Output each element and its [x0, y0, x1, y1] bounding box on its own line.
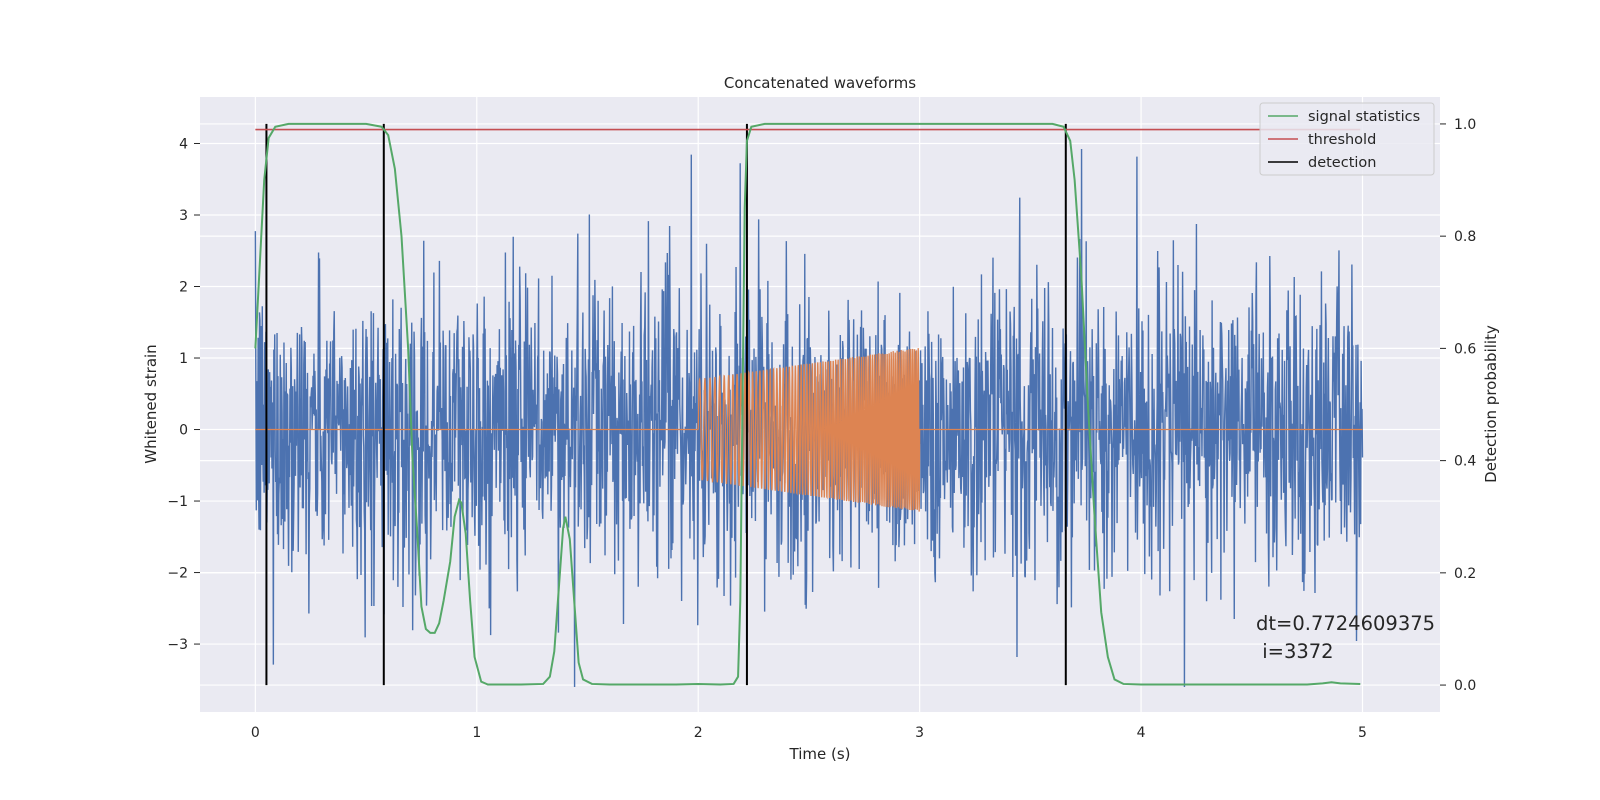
- y-axis-label: Whitened strain: [142, 344, 160, 463]
- x-tick-label: 3: [915, 725, 924, 741]
- y-tick-label: 3: [179, 208, 188, 224]
- x-tick-label: 0: [251, 725, 260, 741]
- y2-tick-label: 1.0: [1454, 117, 1476, 133]
- signal-statistics-line: [254, 122, 1361, 686]
- y2-tick-label: 0.8: [1454, 229, 1476, 245]
- y2-axis-label: Detection probability: [1482, 325, 1500, 483]
- x-tick-label: 1: [472, 725, 481, 741]
- y-tick-label: 2: [179, 280, 188, 296]
- series-detection: [265, 123, 1067, 686]
- x-tick-label: 5: [1358, 725, 1367, 741]
- x-tick-label: 2: [694, 725, 703, 741]
- y-tick-label: −3: [167, 637, 188, 653]
- series-noise: [254, 149, 1364, 687]
- legend-label-threshold: threshold: [1308, 132, 1376, 148]
- y-tick-label: 1: [179, 351, 188, 367]
- noise-line: [254, 149, 1364, 687]
- y-tick-label: −1: [167, 494, 188, 510]
- y2-tick-label: 0.6: [1454, 341, 1476, 357]
- legend-label-detection: detection: [1308, 155, 1376, 171]
- x-tick-label: 4: [1137, 725, 1146, 741]
- chirp-line: [255, 348, 1363, 512]
- chart-title: Concatenated waveforms: [724, 74, 916, 92]
- legend-item-detection: detection: [1268, 155, 1376, 171]
- annotation-index: i=3372: [1256, 640, 1334, 663]
- y2-tick-label: 0.0: [1454, 678, 1476, 694]
- y2-tick-label: 0.4: [1454, 454, 1476, 470]
- y-tick-label: 4: [179, 136, 188, 152]
- y-tick-label: 0: [179, 423, 188, 439]
- series-chirp: [255, 348, 1363, 512]
- x-axis-label: Time (s): [789, 745, 851, 763]
- annotation-dt: dt=0.7724609375: [1256, 612, 1435, 635]
- legend-item-signal-statistics: signal statistics: [1268, 109, 1420, 125]
- y2-tick-label: 0.2: [1454, 566, 1476, 582]
- legend: signal statistics threshold detection: [1259, 102, 1435, 176]
- legend-label-signal-statistics: signal statistics: [1308, 109, 1420, 125]
- legend-item-threshold: threshold: [1268, 132, 1376, 148]
- legend-box: [1259, 102, 1435, 176]
- tick-labels: 0.0 0.2 0.4 0.6 0.8 1.0 0 1 2 3 4 5 −3 −2 −1 0 1 2 3 4: [167, 117, 1476, 741]
- y-tick-label: −2: [167, 566, 188, 582]
- series-signal-statistics: [254, 122, 1361, 686]
